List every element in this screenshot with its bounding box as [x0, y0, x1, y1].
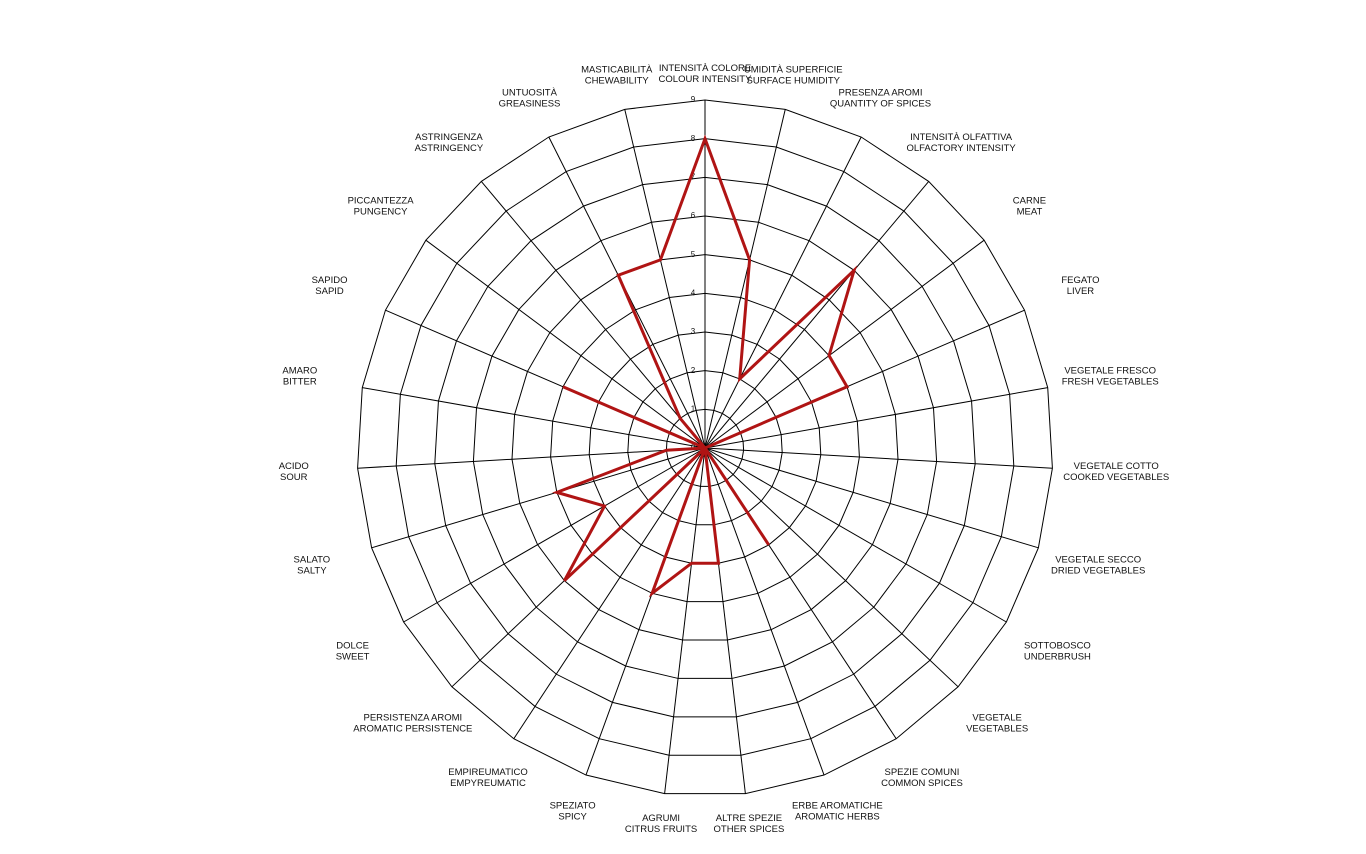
- axis-label: AROMATIC PERSISTENCE: [353, 724, 472, 735]
- r-tick-label: 7: [691, 172, 696, 181]
- axis-label: COOKED VEGETABLES: [1063, 472, 1169, 483]
- axis-label: SURFACE HUMIDITY: [747, 76, 841, 87]
- axis-label: VEGETALE: [972, 713, 1021, 724]
- axis-label: ALTRE SPEZIE: [716, 813, 782, 824]
- spoke: [624, 109, 706, 449]
- axis-label: MEAT: [1017, 206, 1043, 217]
- axis-label: PICCANTEZZA: [348, 195, 415, 206]
- spoke: [371, 447, 706, 549]
- axis-label: EMPIREUMATICO: [448, 767, 528, 778]
- axis-label: GREASINESS: [499, 99, 561, 110]
- spoke: [704, 136, 862, 449]
- axis-label: LIVER: [1067, 286, 1095, 297]
- axis-label: QUANTITY OF SPICES: [830, 99, 931, 110]
- axis-label: INTENSITÀ OLFATTIVA: [910, 132, 1013, 143]
- axis-label: SOUR: [280, 472, 308, 483]
- grid-line: [665, 408, 745, 487]
- spoke: [357, 447, 706, 469]
- spoke: [704, 447, 825, 776]
- spoke: [362, 387, 706, 449]
- axis-label: OLFACTORY INTENSITY: [906, 143, 1016, 154]
- axis-label: DRIED VEGETABLES: [1051, 566, 1145, 577]
- r-tick-label: 2: [691, 366, 696, 375]
- grid-line: [434, 176, 976, 718]
- axis-label: VEGETALE SECCO: [1055, 555, 1141, 566]
- spoke: [704, 109, 786, 449]
- r-tick-label: 8: [691, 134, 696, 143]
- axis-label: CARNE: [1013, 195, 1046, 206]
- axis-label: FRESH VEGETABLES: [1062, 377, 1159, 388]
- axis-label: INTENSITÀ COLORE: [659, 63, 751, 74]
- axis-label: BITTER: [283, 377, 317, 388]
- data-line: [552, 134, 858, 598]
- axis-label: PRESENZA AROMI: [839, 88, 923, 99]
- spoke: [704, 447, 1007, 623]
- axis-label: OTHER SPICES: [714, 824, 785, 835]
- axis-label: COLOUR INTENSITY: [659, 74, 753, 85]
- axis-label: SALTY: [297, 566, 327, 577]
- axis-label: AMARO: [282, 366, 317, 377]
- spoke: [704, 181, 930, 449]
- spoke: [513, 447, 706, 740]
- axis-label: SPEZIATO: [550, 801, 596, 812]
- axis-label: CHEWABILITY: [585, 76, 650, 87]
- axis-label: ASTRINGENZA: [415, 132, 483, 143]
- grid-line: [627, 370, 783, 526]
- axis-label: FEGATO: [1061, 275, 1099, 286]
- axis-label: ASTRINGENCY: [415, 143, 484, 154]
- axis-label: SWEET: [336, 651, 370, 662]
- spoke: [704, 447, 959, 688]
- axis-label: AGRUMI: [642, 813, 680, 824]
- axis-label: VEGETABLES: [966, 724, 1028, 735]
- axis-label: AROMATIC HERBS: [795, 812, 880, 823]
- axis-label: UMIDITÀ SUPERFICIE: [744, 65, 843, 76]
- grid-line: [357, 99, 1053, 795]
- axis-label: SALATO: [294, 555, 331, 566]
- spoke: [704, 387, 1048, 449]
- axis-label: SPEZIE COMUNI: [885, 767, 960, 778]
- spoke: [403, 447, 706, 623]
- axis-label: EMPYREUMATIC: [450, 778, 526, 789]
- axis-label: PERSISTENZA AROMI: [363, 713, 462, 724]
- grid-line: [472, 215, 938, 679]
- axis-label: SOTTOBOSCO: [1024, 640, 1091, 651]
- axis-label: PUNGENCY: [354, 206, 409, 217]
- axis-label: UNDERBRUSH: [1024, 651, 1091, 662]
- spoke: [704, 447, 1039, 549]
- spoke: [425, 239, 706, 449]
- r-tick-label: 5: [691, 250, 696, 259]
- r-tick-label: 6: [691, 211, 696, 220]
- axis-label: MASTICABILITÀ: [581, 65, 653, 76]
- spoke: [480, 181, 706, 449]
- grid-line: [395, 138, 1015, 756]
- axis-label: SAPIDO: [312, 275, 348, 286]
- axis-label: UNTUOSITÀ: [502, 88, 558, 99]
- axis-label: ACIDO: [279, 461, 309, 472]
- r-tick-label: 1: [691, 404, 696, 413]
- axis-label: CITRUS FRUITS: [625, 824, 697, 835]
- axis-label: ERBE AROMATICHE: [792, 801, 883, 812]
- spoke: [704, 239, 985, 449]
- r-tick-label: 9: [691, 95, 696, 104]
- axis-label: DOLCE: [336, 640, 369, 651]
- axis-label: VEGETALE FRESCO: [1064, 366, 1156, 377]
- spoke: [664, 447, 706, 794]
- axis-label: VEGETALE COTTO: [1074, 461, 1159, 472]
- axis-label: COMMON SPICES: [881, 778, 963, 789]
- spoke: [704, 447, 1053, 469]
- r-tick-label: 4: [691, 288, 696, 297]
- grid-line: [511, 254, 899, 641]
- axis-label: SAPID: [315, 286, 344, 297]
- r-tick-label: 3: [691, 327, 696, 336]
- axis-label: SPICY: [558, 812, 587, 823]
